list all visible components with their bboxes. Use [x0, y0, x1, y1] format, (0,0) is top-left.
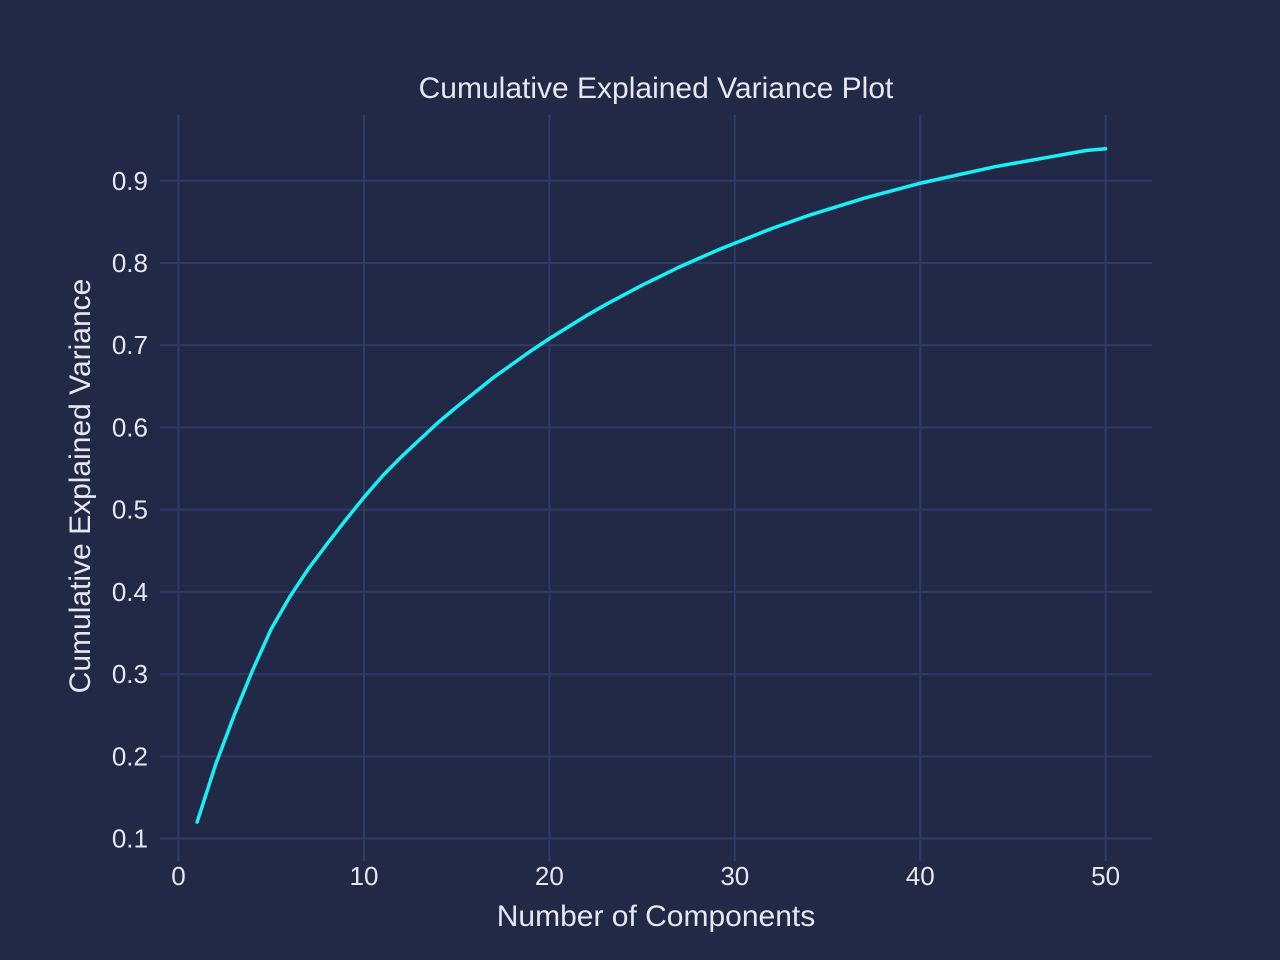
y-grid — [160, 179, 1152, 840]
x-tick-label: 10 — [350, 861, 379, 891]
x-tick-label: 50 — [1091, 861, 1120, 891]
cumulative-variance-line — [195, 146, 1108, 824]
y-tick-label: 0.5 — [112, 495, 148, 525]
x-tick-label: 30 — [720, 861, 749, 891]
x-tick-label: 40 — [906, 861, 935, 891]
x-axis-ticks: 0 10 20 30 40 50 — [171, 855, 1120, 891]
x-axis-title: Number of Components — [497, 900, 816, 933]
y-axis-title: Cumulative Explained Variance — [64, 279, 97, 694]
y-tick-label: 0.2 — [112, 741, 148, 771]
y-tick-label: 0.1 — [112, 824, 148, 854]
chart-title: Cumulative Explained Variance Plot — [419, 72, 894, 105]
y-tick-label: 0.7 — [112, 330, 148, 360]
y-tick-label: 0.4 — [112, 577, 148, 607]
y-axis-ticks: 0.1 0.2 0.3 0.4 0.5 0.6 0.7 0.8 0.9 — [112, 166, 148, 854]
y-tick-label: 0.8 — [112, 248, 148, 278]
y-tick-label: 0.3 — [112, 659, 148, 689]
y-tick-label: 0.6 — [112, 412, 148, 442]
y-tick-label: 0.9 — [112, 166, 148, 196]
x-grid — [177, 115, 1107, 855]
x-tick-label: 0 — [171, 861, 185, 891]
x-tick-label: 20 — [535, 861, 564, 891]
